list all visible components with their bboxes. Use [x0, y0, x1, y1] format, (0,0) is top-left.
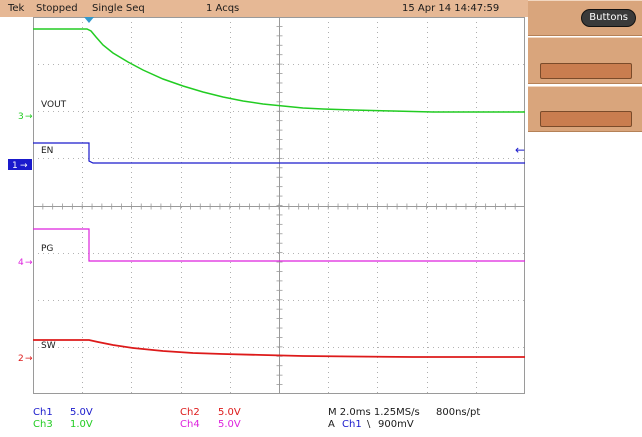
buttons-toggle[interactable]: Buttons [581, 9, 636, 27]
vout-trace [33, 28, 525, 113]
channel-markers: 3 → 1 → 4 → 2 → [8, 112, 33, 364]
ch4-readout-scale[interactable]: 5.0V [218, 419, 241, 430]
trigger-level-marker[interactable]: ← [515, 143, 525, 157]
acquisition-count: 1 Acqs [206, 3, 240, 14]
side-button-1[interactable]: Buttons [528, 0, 642, 36]
trigger-prefix: A [328, 419, 335, 430]
side-button-2-field[interactable] [540, 63, 632, 79]
record-readout: 800ns/pt [436, 407, 481, 418]
ch1-readout-name[interactable]: Ch1 [33, 407, 53, 418]
ch3-marker-arrow-icon: → [25, 112, 33, 122]
ch4-readout-name[interactable]: Ch4 [180, 419, 200, 430]
en-label: EN [41, 146, 53, 156]
waveform-display[interactable]: ← VOUT EN PG SW [33, 17, 525, 394]
graticule-grid [33, 17, 525, 394]
trigger-slope-icon: \ [367, 419, 371, 430]
ch2-readout-scale[interactable]: 5.0V [218, 407, 241, 418]
date-time: 15 Apr 14 14:47:59 [402, 3, 500, 14]
ch4-marker-arrow-icon: → [25, 258, 33, 268]
acquisition-state: Stopped [36, 3, 78, 14]
trigger-source[interactable]: Ch1 [342, 419, 362, 430]
status-bar: Tek Stopped Single Seq 1 Acqs 15 Apr 14 … [0, 0, 528, 17]
trigger-level[interactable]: 900mV [378, 419, 414, 430]
en-trace [33, 142, 525, 164]
ch1-marker-arrow-icon: → [20, 161, 28, 171]
acquisition-mode: Single Seq [92, 3, 145, 14]
ch2-marker-arrow-icon: → [25, 354, 33, 364]
side-button-3[interactable] [528, 86, 642, 132]
readout-bar: Ch1 5.0V Ch3 1.0V Ch2 5.0V Ch4 5.0V M 2.… [0, 404, 528, 437]
side-menu-panel: Buttons [528, 0, 642, 437]
side-button-3-field[interactable] [540, 111, 632, 127]
sw-label: SW [41, 341, 56, 351]
timebase-readout[interactable]: M 2.0ms 1.25MS/s [328, 407, 420, 418]
pg-trace [33, 228, 525, 262]
ch3-readout-name[interactable]: Ch3 [33, 419, 53, 430]
ch1-marker-box[interactable] [8, 159, 32, 170]
pg-label: PG [41, 244, 53, 254]
ch2-marker[interactable]: 2 [18, 354, 24, 364]
brand-label: Tek [8, 3, 25, 14]
trigger-position-marker[interactable] [84, 17, 94, 23]
ch4-marker[interactable]: 4 [18, 258, 24, 268]
ch3-marker[interactable]: 3 [18, 112, 24, 122]
ch2-readout-name[interactable]: Ch2 [180, 407, 200, 418]
vout-label: VOUT [41, 100, 67, 110]
sw-trace [33, 339, 525, 358]
side-button-2[interactable] [528, 37, 642, 84]
ch1-marker[interactable]: 1 [12, 161, 18, 171]
ch1-readout-scale[interactable]: 5.0V [70, 407, 93, 418]
ch3-readout-scale[interactable]: 1.0V [70, 419, 93, 430]
